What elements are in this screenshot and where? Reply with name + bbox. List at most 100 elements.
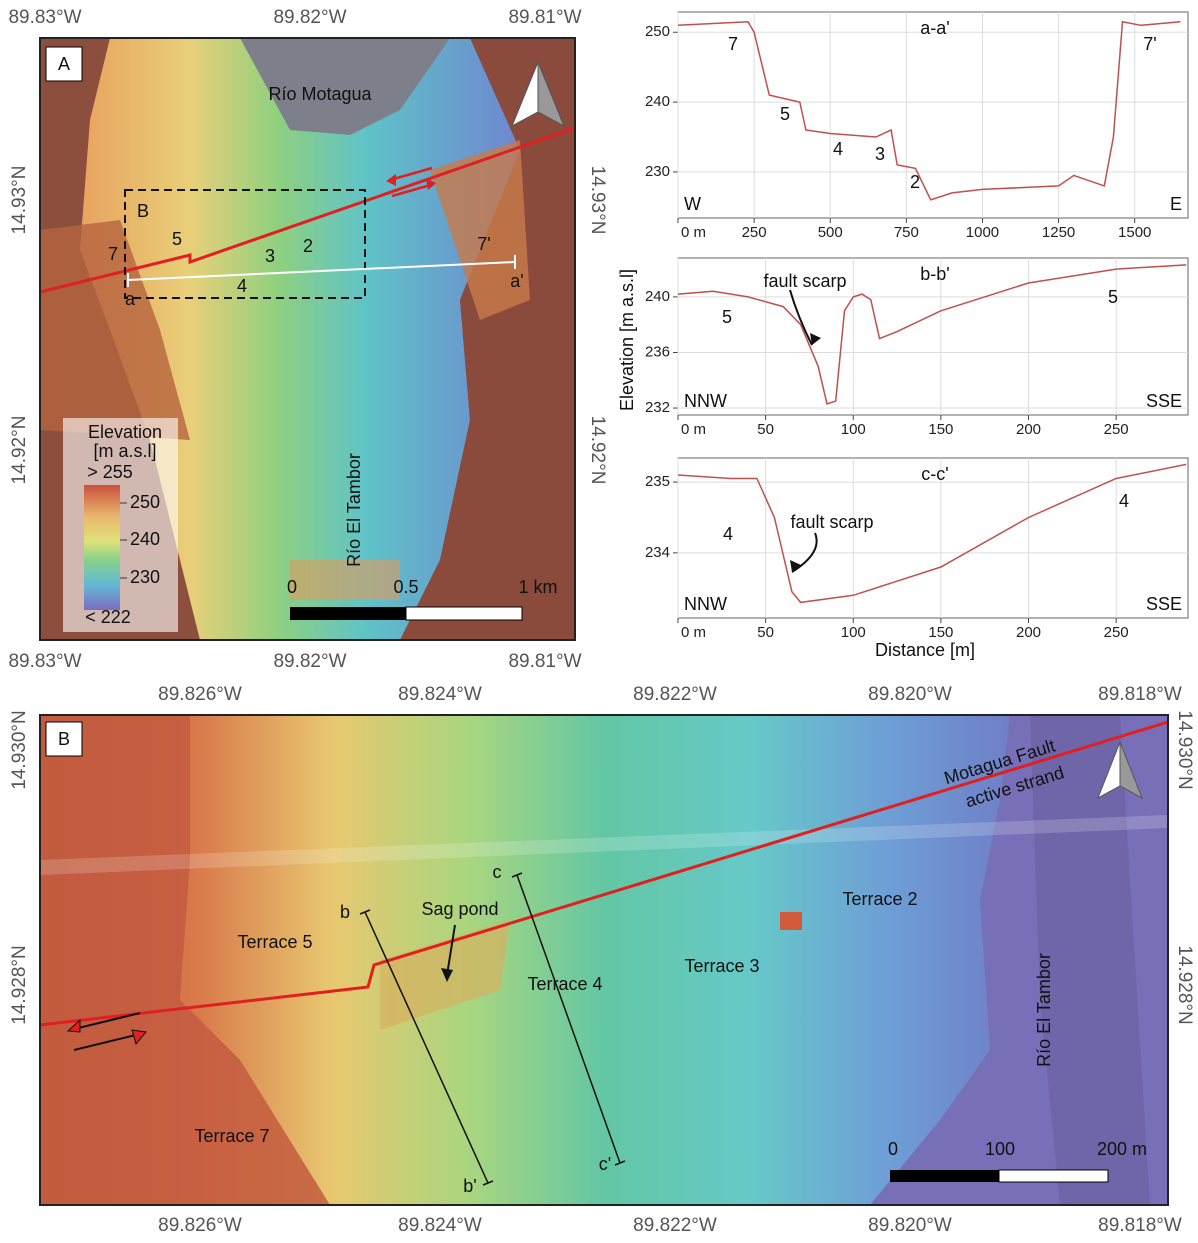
profile-annotation: fault scarp [763, 271, 846, 291]
longitude-label: 89.82°W [273, 7, 346, 28]
x-tick-label: 50 [757, 624, 774, 641]
latitude-label: 14.92°N [9, 416, 30, 485]
longitude-label: 89.824°W [398, 1215, 482, 1236]
terrace-label: 7 [108, 244, 118, 264]
profile-annotation: 5 [722, 307, 732, 327]
longitude-label: 89.82°W [273, 651, 346, 672]
river-label: Río Motagua [268, 84, 372, 104]
stream-label: Río El Tambor [344, 453, 364, 567]
latitude-label: 14.92°N [587, 416, 608, 485]
scale-label: 0.5 [393, 577, 418, 597]
terrace-label: 3 [265, 246, 275, 266]
legend-tick-label: 230 [130, 567, 160, 587]
x-tick-label: 500 [818, 224, 843, 241]
profile-end-label: b [340, 902, 350, 922]
profile-annotation: 4 [833, 139, 843, 159]
profile-end-label: a' [510, 271, 523, 291]
scale-label: 200 m [1097, 1139, 1147, 1159]
legend-tick-label: 240 [130, 529, 160, 549]
profile-end-label: a [125, 289, 136, 309]
direction-label: W [684, 194, 701, 214]
longitude-label: 89.822°W [633, 1215, 717, 1236]
x-tick-label: 1000 [966, 224, 999, 241]
x-axis-title: Distance [m] [875, 640, 975, 660]
profile-end-label: c [493, 862, 502, 882]
terrace-label: 7' [477, 234, 490, 254]
terrace-label: Terrace 2 [842, 889, 917, 909]
longitude-label: 89.818°W [1098, 684, 1182, 705]
terrace-label: Terrace 4 [527, 974, 602, 994]
stream-label: Río El Tambor [1034, 953, 1054, 1067]
x-tick-label: 1250 [1042, 224, 1075, 241]
x-tick-label: 250 [742, 224, 767, 241]
map-a [40, 38, 575, 640]
x-tick-label: 150 [928, 624, 953, 641]
y-tick-label: 235 [645, 473, 670, 490]
y-tick-label: 240 [645, 288, 670, 305]
y-tick-label: 230 [645, 163, 670, 180]
latitude-label: 14.930°N [1174, 710, 1195, 789]
direction-label: E [1170, 194, 1182, 214]
sag-pond-label: Sag pond [421, 899, 498, 919]
x-tick-label: 0 m [681, 624, 706, 641]
profile-annotation: 5 [780, 104, 790, 124]
legend-min: < 222 [85, 607, 131, 627]
longitude-label: 89.824°W [398, 684, 482, 705]
scale-label: 100 [985, 1139, 1015, 1159]
legend-unit: [m a.s.l] [93, 441, 156, 461]
longitude-label: 89.81°W [508, 651, 581, 672]
longitude-label: 89.81°W [508, 7, 581, 28]
panel-label: A [58, 54, 70, 74]
x-tick-label: 150 [928, 421, 953, 438]
longitude-label: 89.826°W [158, 1215, 242, 1236]
profile-end-label: b' [463, 1176, 476, 1196]
x-tick-label: 0 m [681, 421, 706, 438]
y-tick-label: 250 [645, 23, 670, 40]
longitude-label: 89.820°W [868, 684, 952, 705]
scale-label: 0 [888, 1139, 898, 1159]
terrace-label: Terrace 3 [684, 956, 759, 976]
x-tick-label: 200 [1016, 421, 1041, 438]
legend-tick-label: 250 [130, 492, 160, 512]
inset-label: B [137, 201, 149, 221]
legend-title: Elevation [88, 422, 162, 442]
scale-label: 1 km [518, 577, 557, 597]
terrace-label: 5 [172, 229, 182, 249]
y-tick-label: 236 [645, 343, 670, 360]
terrace-label: 2 [303, 236, 313, 256]
longitude-label: 89.83°W [8, 651, 81, 672]
profile-annotation: 4 [1119, 491, 1129, 511]
latitude-label: 14.93°N [9, 166, 30, 235]
latitude-label: 14.93°N [587, 166, 608, 235]
y-tick-label: 234 [645, 544, 670, 561]
x-tick-label: 0 m [681, 224, 706, 241]
profile-annotation: 4 [723, 524, 733, 544]
profile-end-label: c' [599, 1154, 611, 1174]
figure: A 89.83°W 89.83°W 89.82°W 89.82°W 89.81°W 89.8… [0, 0, 1198, 1238]
longitude-label: 89.83°W [8, 7, 81, 28]
profile-title: b-b' [920, 264, 949, 284]
x-tick-label: 50 [757, 421, 774, 438]
scale-label: 0 [287, 577, 297, 597]
terrace-label: Terrace 7 [194, 1126, 269, 1146]
longitude-label: 89.818°W [1098, 1215, 1182, 1236]
direction-label: SSE [1146, 391, 1182, 411]
profile-annotation: 3 [875, 144, 885, 164]
y-tick-label: 240 [645, 93, 670, 110]
longitude-label: 89.826°W [158, 684, 242, 705]
terrace-label: Terrace 5 [237, 932, 312, 952]
profile-annotation: fault scarp [790, 512, 873, 532]
legend-max: > 255 [87, 462, 133, 482]
x-tick-label: 100 [841, 624, 866, 641]
terrace-label: 4 [237, 276, 247, 296]
longitude-label: 89.820°W [868, 1215, 952, 1236]
x-tick-label: 1500 [1118, 224, 1151, 241]
profile-title: c-c' [921, 464, 948, 484]
profile-annotation: 7' [1143, 34, 1156, 54]
x-tick-label: 250 [1104, 624, 1129, 641]
x-tick-label: 100 [841, 421, 866, 438]
profile-annotation: 7 [728, 34, 738, 54]
direction-label: NNW [684, 594, 727, 614]
latitude-label: 14.928°N [1174, 945, 1195, 1024]
latitude-label: 14.930°N [9, 710, 30, 789]
